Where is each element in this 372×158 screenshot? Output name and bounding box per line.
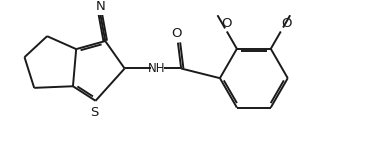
Text: N: N [96, 0, 105, 13]
Text: NH: NH [148, 62, 166, 75]
Text: O: O [222, 18, 232, 30]
Text: S: S [90, 106, 98, 119]
Text: O: O [171, 27, 182, 40]
Text: O: O [282, 18, 292, 30]
